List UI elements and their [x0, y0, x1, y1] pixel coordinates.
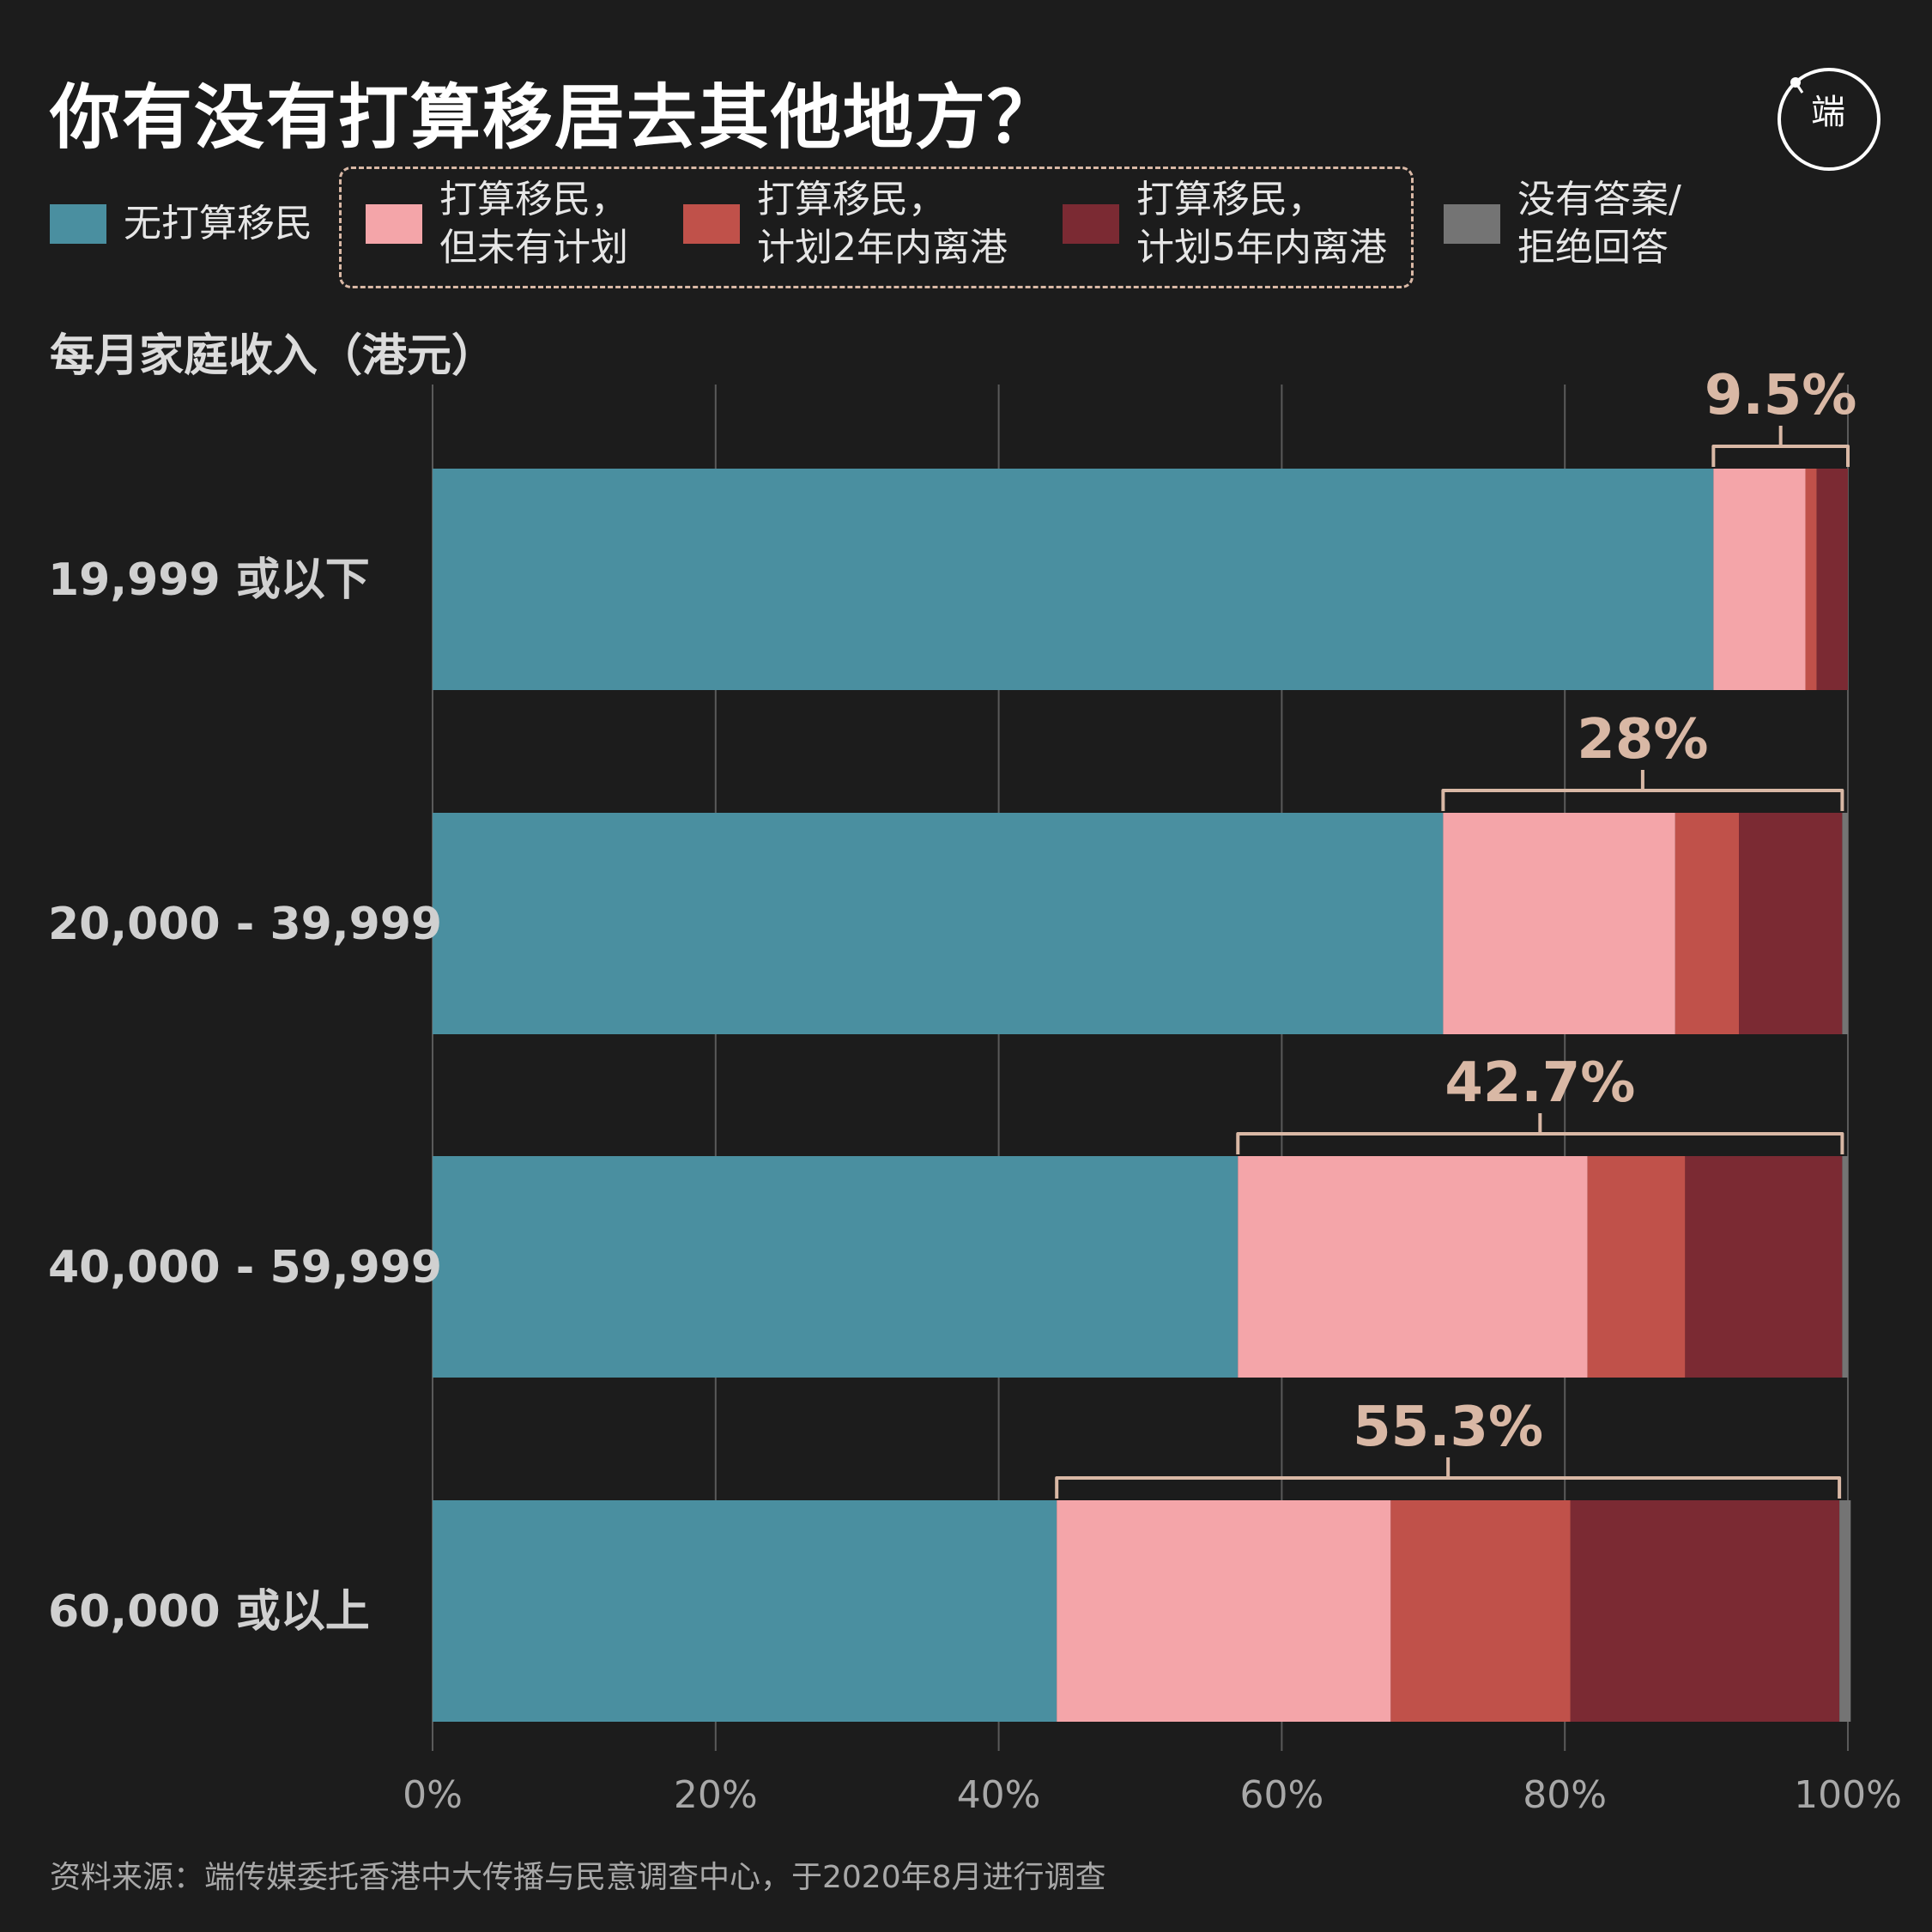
- x-tick-label: 20%: [674, 1773, 758, 1817]
- legend-swatch: [683, 204, 740, 244]
- legend-swatch: [1444, 204, 1500, 244]
- legend-swatch: [50, 204, 106, 244]
- x-tick-label: 100%: [1794, 1773, 1902, 1817]
- bar-segment: [1839, 1500, 1851, 1722]
- logo: 端: [1777, 67, 1881, 172]
- chart-title: 你有没有打算移居去其他地方？: [50, 77, 1060, 159]
- y-axis-title: 每月家庭收入（港元）: [50, 330, 497, 382]
- bar-segment: [1842, 1156, 1848, 1378]
- bar-segment: [1739, 813, 1843, 1034]
- annotation-label: 42.7%: [1444, 1051, 1635, 1115]
- legend: 无打算移民 打算移民， 但未有计划 打算移民， 计划2年内离港 打算移民， 计划…: [50, 167, 1895, 297]
- legend-label: 打算移民， 计划5年内离港: [1136, 178, 1387, 270]
- annotation-bracket: [1711, 445, 1850, 467]
- annotation-bracket: [1055, 1476, 1842, 1499]
- legend-label: 打算移民， 计划2年内离港: [757, 178, 1008, 270]
- x-tick-label: 40%: [957, 1773, 1041, 1817]
- annotation-label: 55.3%: [1353, 1396, 1543, 1459]
- x-tick-label: 80%: [1523, 1773, 1607, 1817]
- legend-item-no-plan: 无打算移民: [50, 168, 312, 280]
- x-tick-label: 0%: [403, 1773, 463, 1817]
- legend-item-plan-2y: 打算移民， 计划2年内离港: [683, 168, 1008, 280]
- bar-segment: [1238, 1156, 1588, 1378]
- bar-segment: [1057, 1500, 1391, 1722]
- category-label: 40,000 - 59,999: [48, 1242, 442, 1293]
- annotation-bracket: [1236, 1132, 1844, 1154]
- bar-segment: [1587, 1156, 1686, 1378]
- bar-segment: [433, 1156, 1239, 1378]
- legend-swatch: [1063, 204, 1119, 244]
- bar-segment: [1713, 469, 1806, 690]
- category-label: 19,999 或以下: [48, 554, 370, 606]
- bar-segment: [1805, 469, 1817, 690]
- logo-icon: 端: [1778, 68, 1881, 171]
- bar-segment: [433, 1500, 1057, 1722]
- legend-label: 无打算移民: [124, 202, 312, 245]
- category-label: 60,000 或以上: [48, 1586, 370, 1638]
- x-tick-label: 60%: [1240, 1773, 1324, 1817]
- source-note: 资料来源：端传媒委托香港中大传播与民意调查中心，于2020年8月进行调查: [50, 1860, 1106, 1895]
- annotation-label: 9.5%: [1705, 364, 1857, 427]
- legend-item-plan-unplanned: 打算移民， 但未有计划: [366, 168, 628, 280]
- bar-segment: [1675, 813, 1740, 1034]
- bar-segment: [1570, 1500, 1840, 1722]
- legend-label: 打算移民， 但未有计划: [439, 178, 628, 270]
- logo-text: 端: [1811, 93, 1845, 132]
- bar-segment: [1816, 469, 1848, 690]
- annotation-bracket: [1441, 789, 1844, 811]
- legend-emigration-group-box: [339, 167, 1414, 288]
- legend-item-no-answer: 没有答案/ 拒绝回答: [1444, 168, 1681, 280]
- bar-segment: [433, 813, 1444, 1034]
- bar-segment: [1685, 1156, 1843, 1378]
- bar-segment: [1390, 1500, 1571, 1722]
- category-label: 20,000 - 39,999: [48, 899, 442, 950]
- bar-segment: [433, 469, 1714, 690]
- annotation-label: 28%: [1577, 708, 1708, 772]
- bar-segment: [1443, 813, 1675, 1034]
- legend-label: 没有答案/ 拒绝回答: [1517, 178, 1681, 270]
- legend-item-plan-5y: 打算移民， 计划5年内离港: [1063, 168, 1387, 280]
- bar-segment: [1842, 813, 1848, 1034]
- legend-swatch: [366, 204, 422, 244]
